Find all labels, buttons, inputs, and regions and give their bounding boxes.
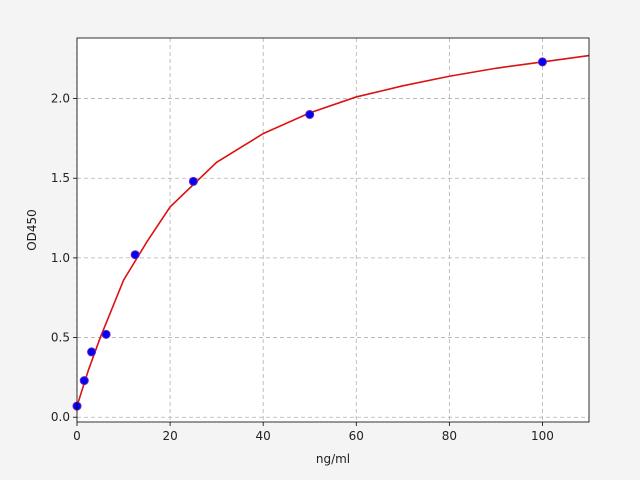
y-tick-label: 1.0 xyxy=(51,251,70,265)
x-axis-label: ng/ml xyxy=(316,452,350,466)
data-point xyxy=(188,176,198,186)
data-point xyxy=(130,250,140,260)
y-tick-label: 1.5 xyxy=(51,171,70,185)
data-point xyxy=(305,109,315,119)
fit-curve xyxy=(76,54,590,407)
y-tick-label: 0.0 xyxy=(51,410,70,424)
data-point xyxy=(101,329,111,339)
data-point xyxy=(87,347,97,357)
x-tick-label: 20 xyxy=(162,429,177,443)
x-tick-label: 0 xyxy=(73,429,81,443)
data-point xyxy=(537,57,547,67)
data-point xyxy=(79,376,89,386)
y-axis-label: OD450 xyxy=(25,209,39,251)
x-tick-label: 40 xyxy=(256,429,271,443)
plot-area xyxy=(77,38,589,422)
x-tick-label: 60 xyxy=(349,429,364,443)
x-tick-label: 100 xyxy=(531,429,554,443)
y-tick-label: 2.0 xyxy=(51,92,70,106)
x-tick-label: 80 xyxy=(442,429,457,443)
y-tick-label: 0.5 xyxy=(51,331,70,345)
axes-frame xyxy=(76,37,590,423)
